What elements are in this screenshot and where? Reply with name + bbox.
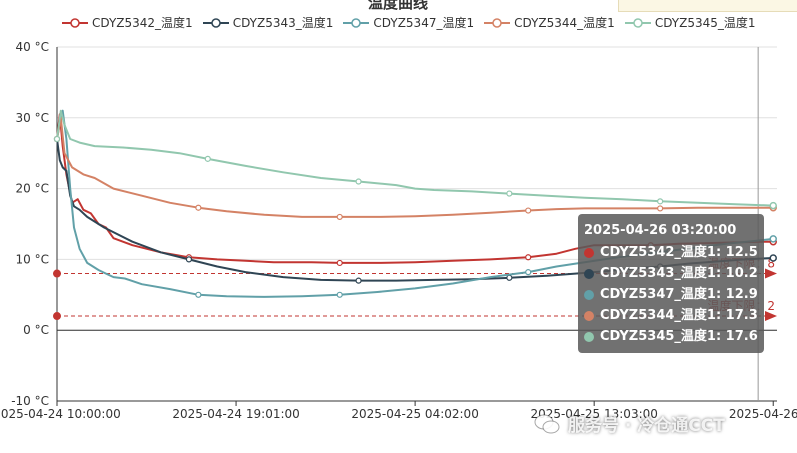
legend-label: CDYZ5344_温度1 bbox=[514, 16, 615, 30]
chart-title: 温度曲线 bbox=[368, 0, 428, 12]
series-point bbox=[769, 235, 777, 243]
top-panel bbox=[618, 0, 797, 12]
tooltip-row-label: CDYZ5347_温度1: 12.9 bbox=[600, 287, 758, 302]
series-point bbox=[195, 291, 202, 298]
tooltip-row: CDYZ5344_温度1: 17.3 bbox=[584, 305, 758, 326]
legend-label: CDYZ5345_温度1 bbox=[654, 16, 756, 30]
series-point bbox=[195, 204, 202, 211]
chart-tooltip: 2025-04-26 03:20:00 CDYZ5342_温度1: 12.5 C… bbox=[578, 214, 764, 353]
series-point bbox=[657, 198, 664, 205]
legend-item-cdyz5345[interactable]: CDYZ5345_温度1 bbox=[624, 14, 756, 31]
series-point bbox=[769, 201, 777, 210]
series-point bbox=[336, 213, 343, 221]
series-point bbox=[657, 205, 664, 212]
series-dot-icon bbox=[584, 331, 594, 342]
y-tick-label: 30 °C bbox=[16, 111, 49, 125]
series-point bbox=[53, 135, 61, 143]
y-tick-label: -10 °C bbox=[11, 394, 49, 408]
x-tick-label: 2025-04-25 04:02:00 bbox=[351, 407, 478, 421]
y-tick-label: 0 °C bbox=[23, 323, 49, 337]
series-line-4 bbox=[56, 116, 774, 218]
threshold-arrow bbox=[765, 311, 777, 322]
tooltip-time: 2025-04-26 03:20:00 bbox=[584, 223, 737, 238]
legend-item-cdyz5343[interactable]: CDYZ5343_温度1 bbox=[202, 14, 334, 31]
x-tick-label: 2025-04-24 10:00:00 bbox=[0, 407, 121, 421]
x-tick-label: 2025-04-24 19:01:00 bbox=[172, 407, 299, 421]
tooltip-row-label: CDYZ5344_温度1: 17.3 bbox=[600, 308, 758, 323]
legend-item-cdyz5347[interactable]: CDYZ5347_温度1 bbox=[343, 14, 474, 31]
series-point bbox=[355, 277, 362, 284]
series-dot-icon bbox=[584, 247, 594, 258]
y-tick-label: 10 °C bbox=[16, 252, 49, 266]
tooltip-row-label: CDYZ5343_温度1: 10.2 bbox=[600, 266, 758, 281]
tooltip-row: CDYZ5347_温度1: 12.9 bbox=[584, 284, 758, 305]
legend-marker-icon bbox=[202, 17, 229, 28]
legend-marker-icon bbox=[484, 17, 511, 28]
series-point bbox=[506, 190, 513, 197]
threshold-start-dot bbox=[53, 269, 61, 278]
legend-marker-icon bbox=[62, 17, 88, 28]
legend-marker-icon bbox=[624, 17, 651, 28]
watermark: 服务号 · 冷仓通CCT bbox=[534, 411, 725, 436]
series-point bbox=[355, 178, 362, 185]
legend-item-cdyz5342[interactable]: CDYZ5342_温度1 bbox=[62, 14, 193, 31]
threshold-start-dot bbox=[53, 312, 61, 321]
series-dot-icon bbox=[584, 289, 594, 300]
series-point bbox=[506, 274, 513, 281]
tooltip-row-label: CDYZ5345_温度1: 17.6 bbox=[600, 329, 758, 344]
legend-item-cdyz5344[interactable]: CDYZ5344_温度1 bbox=[484, 14, 615, 31]
series-point bbox=[525, 254, 532, 261]
series-point bbox=[185, 256, 193, 263]
legend: CDYZ5342_温度1 CDYZ5343_温度1 CDYZ5347_温度1 C… bbox=[62, 14, 756, 31]
legend-label: CDYZ5347_温度1 bbox=[373, 16, 475, 30]
series-point bbox=[204, 155, 211, 162]
series-point bbox=[525, 207, 532, 214]
legend-label: CDYZ5342_温度1 bbox=[92, 16, 193, 30]
tooltip-row: CDYZ5343_温度1: 10.2 bbox=[584, 263, 758, 284]
x-tick-label: 2025-04-26 04 bbox=[729, 407, 797, 421]
watermark-text: 服务号 · 冷仓通CCT bbox=[568, 416, 725, 436]
series-point bbox=[336, 291, 343, 298]
y-tick-label: 20 °C bbox=[16, 182, 49, 196]
legend-marker-icon bbox=[343, 17, 370, 28]
series-dot-icon bbox=[584, 310, 594, 321]
legend-label: CDYZ5343_温度1 bbox=[232, 16, 334, 30]
x-tick-label: 2025-04-25 13:03:00 bbox=[530, 407, 657, 421]
tooltip-row-label: CDYZ5342_温度1: 12.5 bbox=[600, 245, 758, 260]
tooltip-row: CDYZ5345_温度1: 17.6 bbox=[584, 326, 758, 347]
series-line-5 bbox=[56, 109, 774, 207]
series-dot-icon bbox=[584, 268, 594, 279]
series-point bbox=[769, 254, 777, 262]
tooltip-row: CDYZ5342_温度1: 12.5 bbox=[584, 242, 758, 263]
threshold-arrow bbox=[765, 268, 777, 279]
y-tick-label: 40 °C bbox=[16, 40, 49, 54]
wechat-icon bbox=[534, 414, 560, 433]
series-point bbox=[336, 259, 343, 267]
series-point bbox=[525, 269, 532, 276]
